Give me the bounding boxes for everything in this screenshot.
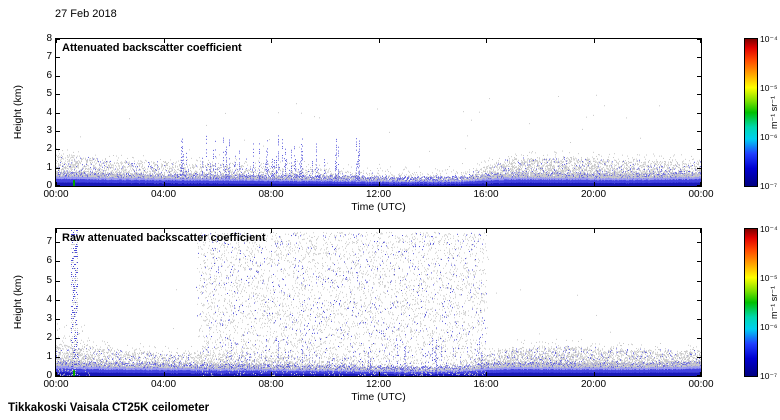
colorbar-gradient [745, 39, 757, 186]
x-tick-label: 12:00 [365, 379, 392, 390]
y-tick-label: 0 [46, 370, 52, 381]
y-tick-label: 6 [46, 69, 52, 81]
y-tick-label: 7 [46, 51, 52, 63]
y-axis-label-text: Height (km) [11, 85, 24, 140]
x-tick-label: 16:00 [473, 379, 499, 390]
colorbar-unit-label-bottom: m⁻¹ sr⁻¹ [767, 228, 780, 377]
y-axis-label-text: Height (km) [11, 275, 24, 330]
colorbar-top [744, 38, 758, 187]
x-tick-label: 20:00 [580, 189, 607, 200]
x-tick-label: 04:00 [150, 189, 177, 200]
x-tick-label: 12:00 [365, 189, 392, 200]
colorbar-tick-label: 10⁻⁷ [760, 181, 778, 191]
y-tick-label: 2 [46, 331, 52, 343]
x-axis-label-bottom: Time (UTC) [351, 391, 406, 403]
x-tick-label: 20:00 [580, 379, 607, 390]
x-tick-label: 00:00 [688, 379, 714, 390]
x-tick-label: 00:00 [688, 189, 714, 200]
x-tick-label: 00:00 [43, 379, 69, 390]
plot-title-bottom: Raw attenuated backscatter coefficient [62, 232, 266, 244]
colorbar-unit-label-top: m⁻¹ sr⁻¹ [767, 38, 780, 187]
x-tick-label: 04:00 [150, 379, 177, 390]
instrument-caption: Tikkakoski Vaisala CT25K ceilometer [8, 402, 210, 414]
x-tick-label: 16:00 [473, 189, 499, 200]
y-tick-label: 1 [46, 161, 52, 173]
y-tick-label: 5 [46, 274, 52, 286]
colorbar-unit-text: m⁻¹ sr⁻¹ [768, 96, 779, 129]
y-tick-label: 3 [46, 124, 52, 136]
colorbar-gradient [745, 229, 757, 376]
colorbar-tick-label: 10⁻⁴ [760, 224, 778, 234]
y-tick-label: 0 [46, 180, 52, 191]
x-tick-label: 00:00 [43, 189, 69, 200]
date-label: 27 Feb 2018 [55, 8, 117, 20]
colorbar-tick-label: 10⁻⁵ [760, 273, 778, 283]
y-tick-label: 5 [46, 88, 52, 100]
y-tick-label: 4 [46, 293, 52, 305]
colorbar-bottom [744, 228, 758, 377]
raw-backscatter-plot-canvas [55, 228, 702, 377]
attenuated-backscatter-plot-canvas [55, 38, 702, 187]
y-axis-label-bottom: Height (km) [10, 228, 25, 377]
y-tick-label: 7 [46, 236, 52, 248]
colorbar-tick-label: 10⁻⁴ [760, 34, 778, 44]
x-tick-label: 08:00 [258, 189, 284, 200]
colorbar-tick-label: 10⁻⁶ [760, 132, 778, 142]
y-tick-label: 2 [46, 143, 52, 155]
y-tick-label: 1 [46, 350, 52, 362]
colorbar-tick-label: 10⁻⁵ [760, 83, 778, 93]
colorbar-unit-text: m⁻¹ sr⁻¹ [768, 286, 779, 319]
plot-title-top: Attenuated backscatter coefficient [62, 42, 242, 54]
colorbar-tick-label: 10⁻⁶ [760, 322, 778, 332]
y-tick-label: 6 [46, 255, 52, 267]
y-tick-label: 8 [46, 33, 52, 44]
x-tick-label: 08:00 [258, 379, 284, 390]
x-axis-label-top: Time (UTC) [351, 201, 406, 213]
y-axis-label-top: Height (km) [10, 38, 25, 187]
colorbar-tick-label: 10⁻⁷ [760, 371, 778, 381]
y-tick-label: 3 [46, 312, 52, 324]
y-tick-label: 4 [46, 106, 52, 118]
